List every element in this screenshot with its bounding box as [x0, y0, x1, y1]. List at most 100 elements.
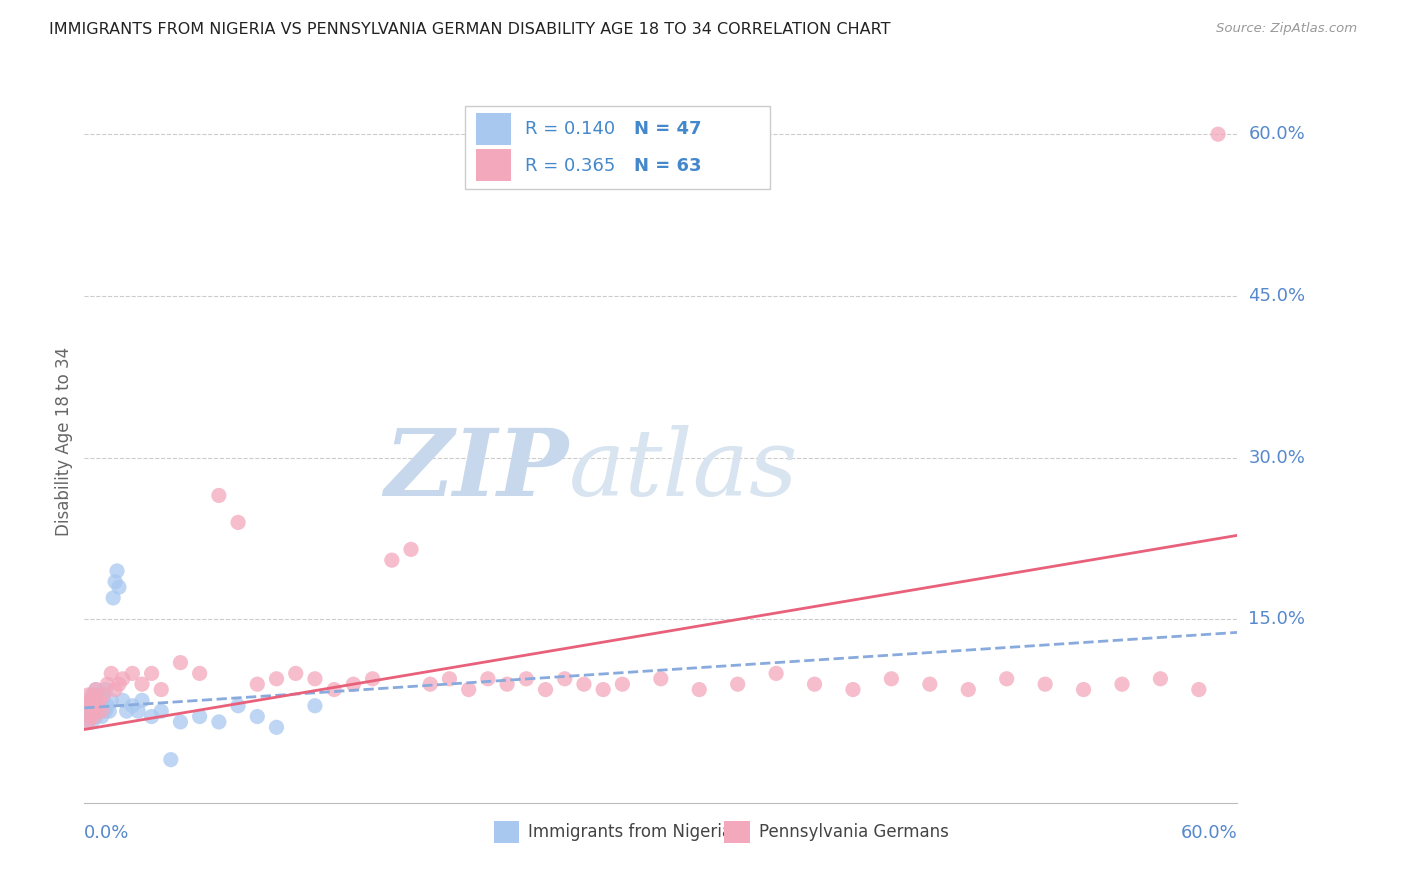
Text: 15.0%: 15.0%: [1249, 610, 1305, 629]
Point: [127, 704, 149, 718]
Point: [150, 682, 173, 697]
Point: [169, 714, 191, 729]
Point: [90, 709, 112, 723]
Point: [93, 701, 115, 715]
Point: [765, 666, 787, 681]
Point: [208, 714, 231, 729]
Point: [880, 672, 903, 686]
Point: [115, 704, 138, 718]
Point: [515, 672, 537, 686]
Point: [79, 709, 101, 723]
Point: [90, 704, 112, 718]
Point: [83, 698, 105, 713]
Bar: [477, 112, 510, 145]
Point: [534, 682, 557, 697]
Point: [141, 666, 163, 681]
Point: [93, 688, 115, 702]
Point: [1188, 682, 1211, 697]
Text: R = 0.365: R = 0.365: [524, 156, 616, 175]
Point: [80, 704, 103, 718]
Point: [361, 672, 384, 686]
Point: [108, 580, 131, 594]
Point: [342, 677, 364, 691]
Point: [84, 682, 107, 697]
Point: [80, 698, 103, 713]
Text: 60.0%: 60.0%: [1249, 125, 1305, 144]
Point: [89, 693, 111, 707]
Text: 60.0%: 60.0%: [1181, 824, 1237, 842]
Point: [554, 672, 576, 686]
Point: [98, 704, 121, 718]
Point: [169, 656, 191, 670]
Point: [1111, 677, 1133, 691]
Point: [457, 682, 479, 697]
Point: [957, 682, 980, 697]
Point: [83, 688, 105, 702]
Point: [246, 677, 269, 691]
Point: [188, 666, 211, 681]
Point: [141, 709, 163, 723]
Point: [304, 672, 326, 686]
Point: [79, 704, 101, 718]
Point: [100, 666, 122, 681]
Point: [103, 591, 124, 605]
Point: [323, 682, 346, 697]
Y-axis label: Disability Age 18 to 34: Disability Age 18 to 34: [55, 347, 73, 536]
Point: [80, 688, 103, 702]
Point: [266, 672, 288, 686]
Point: [131, 693, 153, 707]
Point: [87, 693, 110, 707]
Point: [121, 666, 143, 681]
Point: [226, 516, 249, 530]
Point: [96, 698, 118, 713]
Point: [79, 709, 101, 723]
Text: atlas: atlas: [568, 425, 799, 516]
Bar: [477, 149, 510, 181]
Point: [1073, 682, 1095, 697]
FancyBboxPatch shape: [465, 105, 770, 189]
Point: [995, 672, 1018, 686]
Point: [208, 488, 231, 502]
Text: Immigrants from Nigeria: Immigrants from Nigeria: [529, 822, 733, 840]
Point: [89, 688, 111, 702]
Point: [89, 704, 111, 718]
Point: [592, 682, 614, 697]
Point: [105, 564, 128, 578]
Point: [100, 693, 122, 707]
Point: [84, 704, 107, 718]
Point: [75, 709, 97, 723]
Point: [79, 693, 101, 707]
Point: [83, 709, 105, 723]
Text: 45.0%: 45.0%: [1249, 287, 1306, 305]
Bar: [494, 821, 519, 843]
Bar: [724, 821, 749, 843]
Point: [477, 672, 499, 686]
Point: [111, 693, 134, 707]
Point: [87, 698, 110, 713]
Point: [111, 672, 134, 686]
Text: N = 63: N = 63: [634, 156, 702, 175]
Text: ZIP: ZIP: [384, 425, 568, 516]
Point: [572, 677, 595, 691]
Point: [1206, 127, 1229, 141]
Point: [1149, 672, 1171, 686]
Point: [160, 753, 183, 767]
Point: [96, 677, 118, 691]
Point: [94, 682, 117, 697]
Point: [108, 677, 131, 691]
Point: [80, 714, 103, 729]
Point: [650, 672, 672, 686]
Point: [304, 698, 326, 713]
Point: [439, 672, 461, 686]
Point: [419, 677, 441, 691]
Point: [284, 666, 307, 681]
Point: [226, 698, 249, 713]
Point: [84, 698, 107, 713]
Point: [188, 709, 211, 723]
Text: Pennsylvania Germans: Pennsylvania Germans: [759, 822, 949, 840]
Point: [688, 682, 710, 697]
Point: [77, 714, 100, 729]
Point: [918, 677, 941, 691]
Text: 0.0%: 0.0%: [84, 824, 129, 842]
Point: [842, 682, 865, 697]
